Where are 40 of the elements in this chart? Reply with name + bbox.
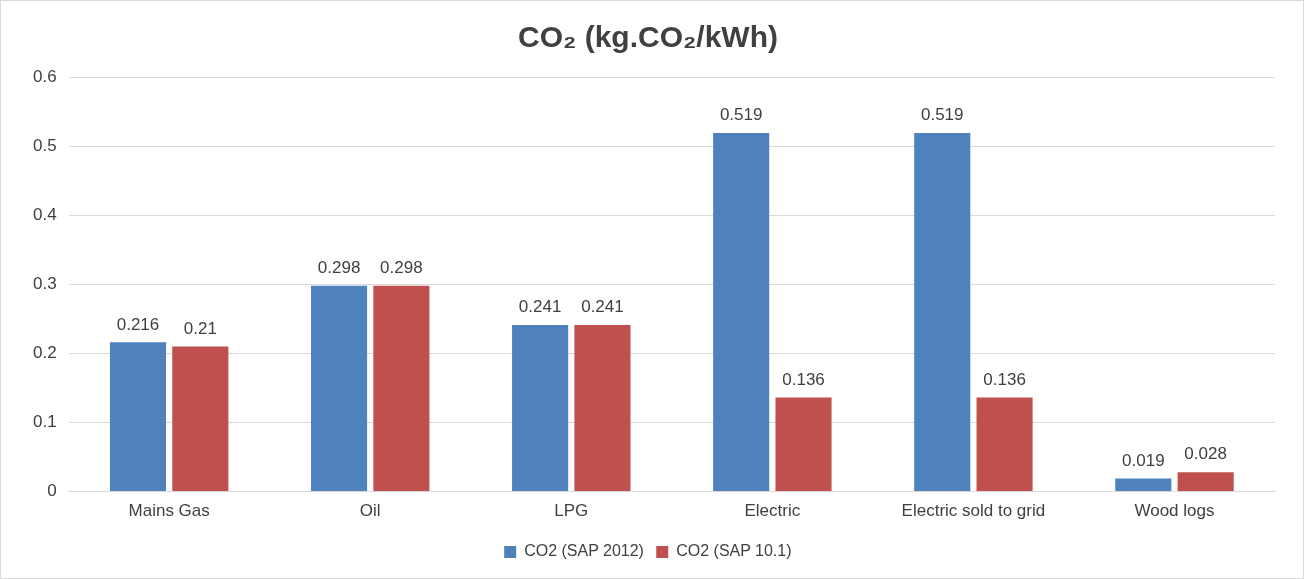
- bar: [109, 342, 167, 492]
- data-label: 0.216: [116, 314, 160, 334]
- data-label: 0.241: [518, 297, 562, 317]
- x-tick-label: LPG: [554, 501, 589, 521]
- x-tick-label: Oil: [359, 501, 381, 521]
- bar: [914, 132, 971, 492]
- chart-title: CO₂ (kg.CO₂/kWh): [518, 20, 778, 54]
- x-tick-label: Wood logs: [1134, 501, 1215, 521]
- bar: [713, 132, 770, 492]
- bar: [1177, 472, 1234, 492]
- legend-label: CO2 (SAP 2012): [524, 542, 644, 560]
- data-label: 0.519: [719, 105, 763, 125]
- bar: [172, 346, 229, 492]
- y-tick-label: 0.5: [32, 135, 57, 155]
- data-label: 0.019: [1122, 450, 1165, 470]
- bar: [775, 397, 832, 492]
- data-label: 0.136: [983, 369, 1026, 389]
- data-label: 0.028: [1184, 444, 1227, 464]
- data-label: 0.298: [380, 257, 423, 277]
- y-tick-label: 0.3: [32, 273, 57, 293]
- bar: [373, 285, 430, 492]
- data-label: 0.21: [183, 318, 217, 338]
- y-tick-label: 0.2: [32, 343, 57, 363]
- bar: [976, 397, 1033, 492]
- y-tick-label: 0.1: [32, 412, 57, 432]
- y-tick-label: 0.6: [32, 66, 57, 86]
- x-tick-label: Electric: [744, 501, 801, 521]
- y-tick-label: 0: [47, 481, 57, 501]
- x-tick-label: Electric sold to grid: [901, 501, 1046, 521]
- data-label: 0.136: [782, 369, 825, 389]
- data-label: 0.298: [317, 257, 361, 277]
- bar: [311, 285, 368, 492]
- x-tick-label: Mains Gas: [128, 501, 210, 521]
- data-label: 0.519: [920, 105, 964, 125]
- bar: [574, 325, 631, 492]
- legend-label: CO2 (SAP 10.1): [676, 542, 792, 560]
- bar: [1115, 478, 1172, 492]
- data-label: 0.241: [581, 297, 624, 317]
- y-tick-label: 0.4: [32, 204, 57, 224]
- bar: [512, 325, 569, 492]
